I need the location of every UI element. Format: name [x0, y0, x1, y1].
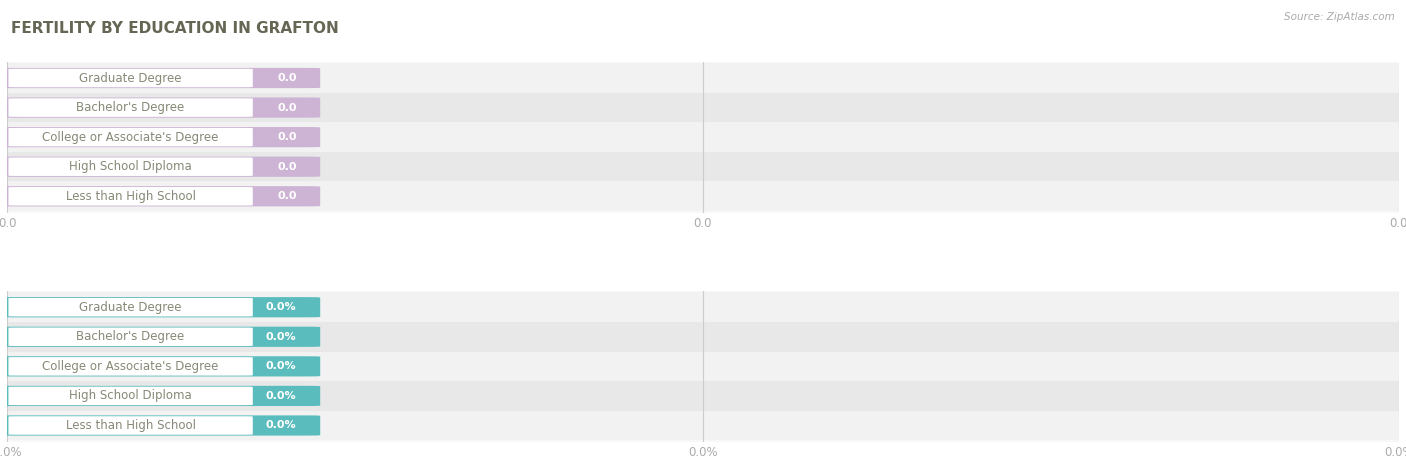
Text: 0.0%: 0.0%	[266, 420, 297, 430]
FancyBboxPatch shape	[0, 68, 321, 88]
FancyBboxPatch shape	[0, 186, 321, 207]
Text: College or Associate's Degree: College or Associate's Degree	[42, 131, 219, 143]
FancyBboxPatch shape	[0, 386, 321, 406]
FancyBboxPatch shape	[0, 327, 321, 347]
Text: 0.0%: 0.0%	[266, 302, 297, 312]
Text: 0.0%: 0.0%	[266, 332, 297, 342]
Bar	[7, 381, 1399, 411]
Bar	[7, 293, 1399, 322]
Text: Graduate Degree: Graduate Degree	[79, 72, 181, 85]
Text: 0.0: 0.0	[277, 132, 297, 142]
Text: High School Diploma: High School Diploma	[69, 390, 193, 402]
Text: Source: ZipAtlas.com: Source: ZipAtlas.com	[1284, 12, 1395, 22]
Bar	[7, 152, 1399, 181]
FancyBboxPatch shape	[8, 98, 253, 117]
FancyBboxPatch shape	[8, 357, 253, 376]
Bar	[7, 322, 1399, 352]
FancyBboxPatch shape	[8, 387, 253, 405]
Text: 0.0%: 0.0%	[266, 391, 297, 401]
FancyBboxPatch shape	[0, 415, 321, 436]
FancyBboxPatch shape	[0, 127, 321, 147]
FancyBboxPatch shape	[8, 416, 253, 435]
FancyBboxPatch shape	[8, 328, 253, 346]
Text: Less than High School: Less than High School	[66, 419, 195, 432]
FancyBboxPatch shape	[8, 69, 253, 87]
FancyBboxPatch shape	[8, 298, 253, 316]
FancyBboxPatch shape	[0, 297, 321, 317]
Text: Bachelor's Degree: Bachelor's Degree	[76, 101, 184, 114]
Bar	[7, 63, 1399, 93]
Bar	[7, 181, 1399, 211]
FancyBboxPatch shape	[0, 97, 321, 118]
Text: 0.0: 0.0	[277, 162, 297, 172]
Text: 0.0: 0.0	[277, 73, 297, 83]
Bar	[7, 123, 1399, 152]
FancyBboxPatch shape	[8, 157, 253, 176]
Text: 0.0: 0.0	[277, 103, 297, 113]
FancyBboxPatch shape	[0, 157, 321, 177]
FancyBboxPatch shape	[8, 187, 253, 206]
Text: Bachelor's Degree: Bachelor's Degree	[76, 330, 184, 343]
FancyBboxPatch shape	[0, 356, 321, 377]
Text: 0.0%: 0.0%	[266, 361, 297, 371]
Text: 0.0: 0.0	[277, 191, 297, 201]
Text: College or Associate's Degree: College or Associate's Degree	[42, 360, 219, 373]
Bar	[7, 93, 1399, 123]
Text: High School Diploma: High School Diploma	[69, 160, 193, 173]
Bar	[7, 411, 1399, 440]
Bar	[7, 352, 1399, 381]
FancyBboxPatch shape	[8, 128, 253, 146]
Text: FERTILITY BY EDUCATION IN GRAFTON: FERTILITY BY EDUCATION IN GRAFTON	[11, 21, 339, 37]
Text: Less than High School: Less than High School	[66, 190, 195, 203]
Text: Graduate Degree: Graduate Degree	[79, 301, 181, 314]
